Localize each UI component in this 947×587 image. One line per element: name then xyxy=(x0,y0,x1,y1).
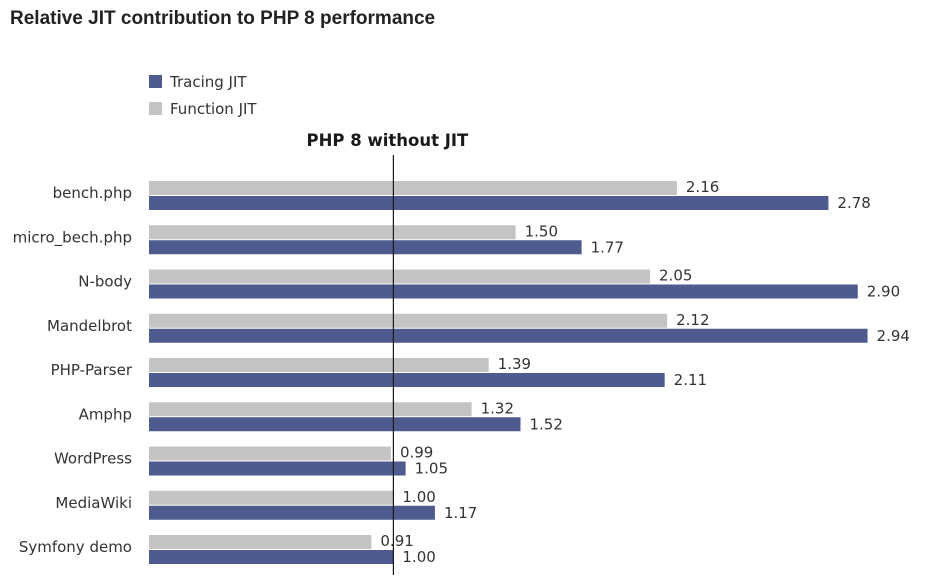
value-labels: 2.16 2.78 1.50 1.77 2.05 2.90 2.12 2.94 1.39 2.11… xyxy=(380,178,910,566)
legend: Tracing JIT Function JIT xyxy=(149,73,257,118)
value-label-tracing-jit-mediawiki: 1.17 xyxy=(444,504,477,522)
value-label-function-jit-mandelbrot: 2.12 xyxy=(676,311,709,329)
bar-tracing-jit-wordpress xyxy=(149,461,406,476)
category-label-n-body: N-body xyxy=(78,273,132,291)
reference-line-label: PHP 8 without JIT xyxy=(307,131,469,150)
category-label-bench-php: bench.php xyxy=(53,184,132,202)
bar-function-jit-amphp xyxy=(149,402,472,417)
bar-function-jit-mediawiki xyxy=(149,490,394,505)
bar-tracing-jit-php-parser xyxy=(149,373,665,387)
bar-tracing-jit-micro-bech-php xyxy=(149,240,582,255)
value-label-tracing-jit-amphp: 1.52 xyxy=(529,415,562,433)
bar-function-jit-wordpress xyxy=(149,446,391,461)
value-label-function-jit-wordpress: 0.99 xyxy=(400,444,433,462)
bar-function-jit-php-parser xyxy=(149,358,489,372)
category-labels: bench.php micro_bech.php N-body Mandelbrot P… xyxy=(13,184,133,556)
category-label-symfony-demo: Symfony demo xyxy=(19,538,132,556)
bar-tracing-jit-mediawiki xyxy=(149,505,435,520)
value-label-tracing-jit-php-parser: 2.11 xyxy=(674,371,707,389)
category-label-micro-bech-php: micro_bech.php xyxy=(13,228,132,247)
category-label-mediawiki: MediaWiki xyxy=(55,494,132,512)
bars xyxy=(149,181,868,564)
value-label-function-jit-amphp: 1.32 xyxy=(481,399,514,417)
bar-tracing-jit-amphp xyxy=(149,417,521,432)
value-label-tracing-jit-mandelbrot: 2.94 xyxy=(877,327,910,345)
bar-tracing-jit-symfony-demo xyxy=(149,550,394,564)
category-label-mandelbrot: Mandelbrot xyxy=(47,317,132,335)
bar-function-jit-bench-php xyxy=(149,181,677,195)
category-label-amphp: Amphp xyxy=(79,405,132,423)
value-label-tracing-jit-wordpress: 1.05 xyxy=(415,460,448,478)
legend-label-function-jit: Function JIT xyxy=(170,100,257,118)
bar-function-jit-n-body xyxy=(149,269,651,284)
value-label-function-jit-php-parser: 1.39 xyxy=(498,355,531,373)
value-label-function-jit-mediawiki: 1.00 xyxy=(402,488,435,506)
bar-function-jit-symfony-demo xyxy=(149,535,372,549)
bar-function-jit-mandelbrot xyxy=(149,313,668,328)
legend-swatch-function-jit xyxy=(149,102,162,115)
bar-tracing-jit-mandelbrot xyxy=(149,328,868,343)
bar-tracing-jit-n-body xyxy=(149,284,858,299)
legend-label-tracing-jit: Tracing JIT xyxy=(169,73,247,91)
category-label-php-parser: PHP-Parser xyxy=(51,361,133,379)
value-label-function-jit-micro-bech-php: 1.50 xyxy=(525,222,558,240)
category-label-wordpress: WordPress xyxy=(54,450,132,468)
chart-title: Relative JIT contribution to PHP 8 perfo… xyxy=(10,8,435,29)
value-label-tracing-jit-n-body: 2.90 xyxy=(867,283,900,301)
legend-swatch-tracing-jit xyxy=(149,75,162,88)
value-label-function-jit-symfony-demo: 0.91 xyxy=(380,532,413,550)
bar-tracing-jit-bench-php xyxy=(149,196,829,210)
value-label-tracing-jit-micro-bech-php: 1.77 xyxy=(591,238,624,256)
value-label-tracing-jit-bench-php: 2.78 xyxy=(837,194,870,212)
value-label-function-jit-bench-php: 2.16 xyxy=(686,178,719,196)
value-label-function-jit-n-body: 2.05 xyxy=(659,267,692,285)
bar-function-jit-micro-bech-php xyxy=(149,225,516,240)
value-label-tracing-jit-symfony-demo: 1.00 xyxy=(402,548,435,566)
